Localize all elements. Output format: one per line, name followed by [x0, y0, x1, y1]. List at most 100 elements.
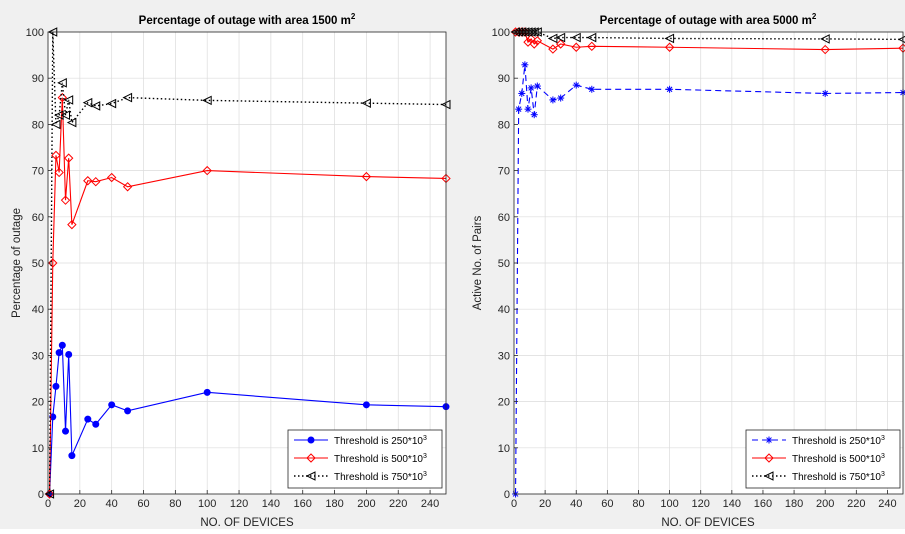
series-1-point — [822, 90, 829, 97]
x-tick-label: 160 — [294, 498, 312, 510]
series-1-point — [69, 453, 75, 459]
y-tick-label: 90 — [498, 73, 510, 85]
series-1-point — [125, 408, 131, 414]
x-tick-label: 0 — [45, 498, 51, 510]
legend-label-text: Threshold is 500*10 — [792, 454, 881, 465]
legend-label-3: Threshold is 750*103 — [334, 471, 427, 483]
chart-right: Percentage of outage with area 5000 m2 N… — [472, 12, 905, 529]
chart-title-right-text: Percentage of outage with area 5000 m — [600, 15, 812, 27]
y-axis-label-right: Active No. of Pairs — [472, 215, 484, 310]
x-tick-label: 20 — [74, 498, 86, 510]
series-1-point — [109, 402, 115, 408]
series-1-point — [66, 351, 72, 357]
y-tick-label: 10 — [498, 443, 510, 455]
chart-left: Percentage of outage with area 1500 m2 N… — [11, 12, 450, 529]
chart-title-right-sup: 2 — [812, 12, 817, 21]
y-tick-label: 60 — [32, 212, 44, 224]
y-tick-label: 80 — [498, 119, 510, 131]
series-1-point — [63, 428, 69, 434]
x-tick-label: 60 — [601, 498, 613, 510]
x-tick-label: 80 — [169, 498, 181, 510]
legend-label-sup: 3 — [881, 453, 885, 460]
series-1-point — [557, 95, 564, 102]
y-tick-label: 0 — [38, 489, 44, 501]
chart-title-left-sup: 2 — [351, 12, 356, 21]
y-tick-label: 20 — [32, 397, 44, 409]
series-1-point — [56, 350, 62, 356]
series-1-point — [85, 416, 91, 422]
legend-label-text: Threshold is 750*10 — [334, 472, 423, 483]
x-tick-label: 120 — [230, 498, 248, 510]
y-tick-label: 90 — [32, 73, 44, 85]
x-tick-label: 220 — [847, 498, 865, 510]
x-tick-label: 100 — [198, 498, 216, 510]
y-tick-label: 20 — [498, 397, 510, 409]
legend-label-sup: 3 — [881, 471, 885, 478]
x-tick-label: 180 — [785, 498, 803, 510]
x-tick-label: 240 — [878, 498, 896, 510]
y-axis-label-left: Percentage of outage — [11, 208, 23, 318]
legend-label-text: Threshold is 500*10 — [334, 454, 423, 465]
legend-label-1: Threshold is 250*103 — [792, 435, 885, 447]
series-1-point — [588, 86, 595, 93]
series-1-point — [59, 342, 65, 348]
legend-label-text: Threshold is 250*10 — [334, 436, 423, 447]
legend-label-sup: 3 — [423, 435, 427, 442]
x-axis-label-right: NO. OF DEVICES — [661, 517, 755, 529]
x-tick-label: 200 — [357, 498, 375, 510]
x-tick-label: 220 — [389, 498, 407, 510]
x-tick-label: 20 — [539, 498, 551, 510]
x-tick-label: 140 — [262, 498, 280, 510]
x-tick-label: 240 — [421, 498, 439, 510]
chart-title-right: Percentage of outage with area 5000 m2 — [600, 12, 817, 27]
x-tick-label: 0 — [511, 498, 517, 510]
x-tick-label: 40 — [570, 498, 582, 510]
y-tick-label: 80 — [32, 119, 44, 131]
y-tick-label: 40 — [498, 304, 510, 316]
legend-label-sup: 3 — [423, 453, 427, 460]
legend-marker-1 — [766, 437, 773, 444]
y-tick-label: 100 — [26, 27, 44, 39]
chart-title-left-text: Percentage of outage with area 1500 m — [139, 15, 351, 27]
x-tick-label: 200 — [816, 498, 834, 510]
x-tick-label: 120 — [692, 498, 710, 510]
y-tick-label: 70 — [32, 166, 44, 178]
legend-label-sup: 3 — [881, 435, 885, 442]
x-tick-label: 100 — [660, 498, 678, 510]
x-tick-label: 80 — [632, 498, 644, 510]
x-axis-label-left: NO. OF DEVICES — [200, 517, 294, 529]
series-1-point — [53, 383, 59, 389]
y-tick-label: 50 — [32, 258, 44, 270]
series-1-point — [363, 402, 369, 408]
series-1-point — [573, 82, 580, 89]
legend-label-2: Threshold is 500*103 — [334, 453, 427, 465]
legend-label-2: Threshold is 500*103 — [792, 453, 885, 465]
legend-label-text: Threshold is 250*10 — [792, 436, 881, 447]
y-tick-label: 70 — [498, 166, 510, 178]
chart-title-left: Percentage of outage with area 1500 m2 — [139, 12, 356, 27]
x-tick-label: 40 — [106, 498, 118, 510]
y-tick-label: 100 — [492, 27, 510, 39]
y-tick-label: 10 — [32, 443, 44, 455]
series-1-point — [93, 421, 99, 427]
legend-label-sup: 3 — [423, 471, 427, 478]
x-tick-label: 160 — [754, 498, 772, 510]
y-tick-label: 30 — [32, 350, 44, 362]
y-tick-label: 50 — [498, 258, 510, 270]
legend-marker-1 — [308, 437, 314, 443]
y-tick-label: 0 — [504, 489, 510, 501]
y-tick-label: 60 — [498, 212, 510, 224]
series-1-point — [204, 389, 210, 395]
legend-label-3: Threshold is 750*103 — [792, 471, 885, 483]
y-tick-label: 40 — [32, 304, 44, 316]
x-tick-label: 180 — [325, 498, 343, 510]
x-tick-label: 60 — [137, 498, 149, 510]
legend-label-text: Threshold is 750*10 — [792, 472, 881, 483]
x-tick-label: 140 — [723, 498, 741, 510]
legend-label-1: Threshold is 250*103 — [334, 435, 427, 447]
y-tick-label: 30 — [498, 350, 510, 362]
